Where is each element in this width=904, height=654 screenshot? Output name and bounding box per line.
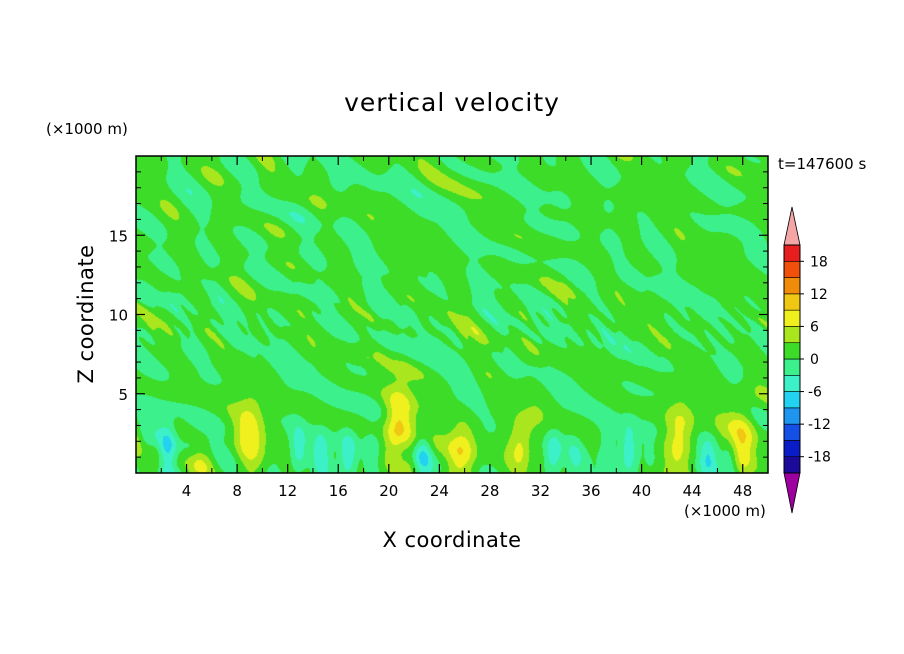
x-tick-label: 24 xyxy=(430,482,449,500)
x-tick-label: 28 xyxy=(480,482,499,500)
chart-title: vertical velocity xyxy=(344,88,560,117)
colorbar-tick-label: 12 xyxy=(810,287,828,303)
x-tick-label: 20 xyxy=(379,482,398,500)
colorbar-tick-label: -6 xyxy=(808,385,822,401)
y-axis-label: Z coordinate xyxy=(74,244,98,384)
colorbar-box xyxy=(783,277,801,295)
y-tick-label: 10 xyxy=(109,307,128,325)
x-tick-label: 8 xyxy=(232,482,242,500)
x-axis-unit-label: (×1000 m) xyxy=(684,502,766,520)
colorbar-tick-label: -18 xyxy=(808,450,831,466)
colorbar-box xyxy=(783,342,801,360)
x-axis-label: X coordinate xyxy=(382,528,522,552)
colorbar-tick-label: 0 xyxy=(810,352,819,368)
colorbar-under-triangle xyxy=(783,472,801,514)
colorbar-tick-label: 18 xyxy=(810,254,828,270)
colorbar-box xyxy=(783,440,801,458)
colorbar-box xyxy=(783,326,801,344)
colorbar-box xyxy=(783,423,801,441)
colorbar-box xyxy=(783,407,801,425)
x-tick-label: 16 xyxy=(329,482,348,500)
colorbar-tick-label: -12 xyxy=(808,417,831,433)
x-tick-label: 48 xyxy=(733,482,752,500)
y-tick-label: 5 xyxy=(118,386,128,404)
time-stamp-label: t=147600 s xyxy=(778,155,867,173)
colorbar-box xyxy=(783,309,801,327)
colorbar-box xyxy=(783,293,801,311)
colorbar-tick-label: 6 xyxy=(810,319,819,335)
x-tick-label: 40 xyxy=(632,482,651,500)
x-tick-label: 44 xyxy=(683,482,702,500)
colorbar-box xyxy=(783,456,801,474)
colorbar-over-triangle xyxy=(783,206,801,246)
colorbar-box xyxy=(783,260,801,278)
colorbar-box xyxy=(783,358,801,376)
x-tick-label: 32 xyxy=(531,482,550,500)
colorbar-box xyxy=(783,244,801,262)
colorbar-box xyxy=(783,391,801,409)
x-tick-label: 12 xyxy=(278,482,297,500)
x-tick-label: 4 xyxy=(182,482,192,500)
z-axis-unit-label: (×1000 m) xyxy=(46,120,128,138)
y-tick-label: 15 xyxy=(109,227,128,245)
colorbar-box xyxy=(783,374,801,392)
x-tick-label: 36 xyxy=(581,482,600,500)
contour-field xyxy=(136,156,768,473)
